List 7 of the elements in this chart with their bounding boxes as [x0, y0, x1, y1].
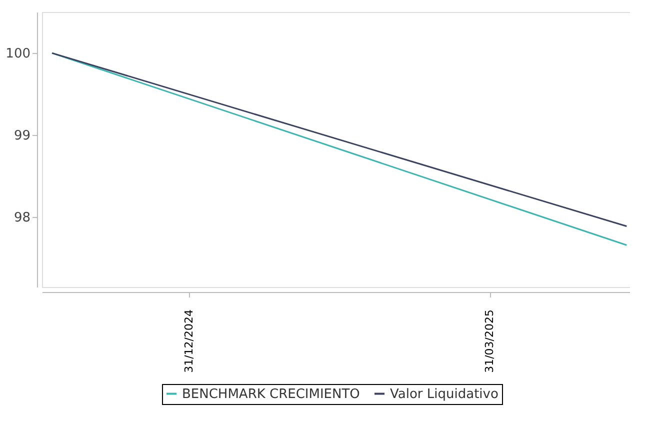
y-tick-label: 100: [6, 46, 30, 62]
x-tick-label: 31/12/2024: [182, 310, 196, 373]
y-tick-label: 99: [14, 128, 30, 144]
x-tick-label: 31/03/2025: [483, 310, 496, 373]
y-tick-label: 98: [14, 210, 30, 226]
legend-label: BENCHMARK CRECIMIENTO: [182, 386, 360, 402]
legend-label: Valor Liquidativo: [390, 386, 498, 402]
